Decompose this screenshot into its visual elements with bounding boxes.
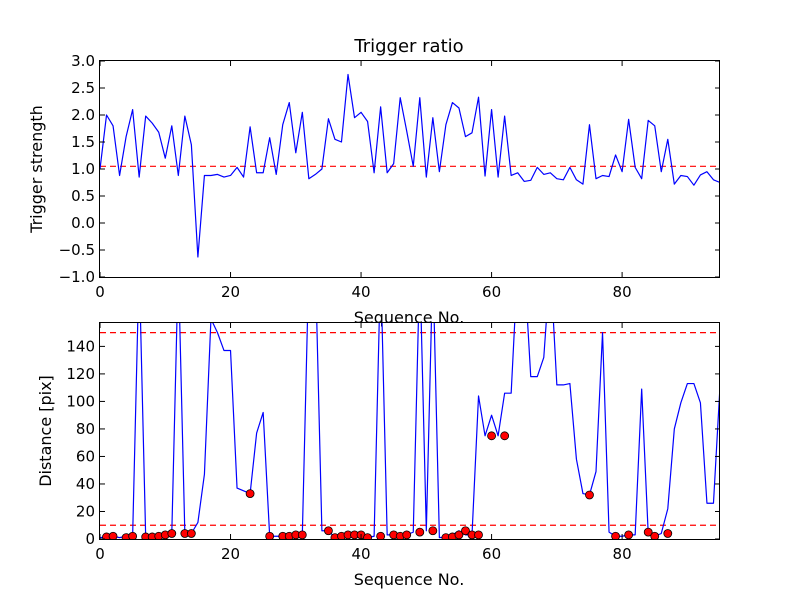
- plot-data: [100, 323, 720, 539]
- y-tick-label: 1.0: [71, 160, 95, 178]
- x-axis-ticks: 0 20 40 60 80: [95, 323, 632, 563]
- data-point-marker: [363, 533, 372, 539]
- plot-data: [100, 73, 720, 258]
- data-point-marker: [585, 490, 594, 500]
- plot-frame: [99, 322, 720, 540]
- data-point-marker: [128, 531, 138, 539]
- data-point-marker: [611, 531, 620, 539]
- y-tick-label: 3.0: [71, 52, 95, 70]
- data-point-marker: [428, 526, 438, 536]
- y-tick-label: 20: [76, 502, 95, 520]
- x-tick-label: 80: [613, 283, 632, 301]
- y-tick-label: −0.5: [59, 241, 95, 259]
- x-tick-label: 80: [613, 545, 632, 563]
- y-tick-label: 1.5: [71, 133, 95, 151]
- data-point-marker: [167, 529, 177, 538]
- data-point-marker: [415, 527, 425, 537]
- data-point-marker: [461, 526, 470, 536]
- x-tick-label: 40: [352, 283, 371, 301]
- trigger-ratio-plot: Trigger ratio −1.0 −0.5 0.0 0.5 1.0 1.5 2.0 2.5…: [27, 36, 720, 327]
- data-point-marker: [297, 530, 307, 539]
- x-tick-label: 20: [221, 545, 240, 563]
- chart-title: Trigger ratio: [353, 36, 463, 57]
- data-point-marker: [624, 530, 634, 539]
- y-tick-label: 140: [66, 337, 95, 355]
- y-tick-label: 2.5: [71, 79, 95, 97]
- data-point-marker: [487, 431, 496, 441]
- data-point-marker: [402, 530, 412, 539]
- y-tick-label: 100: [66, 392, 95, 410]
- y-tick-label: 120: [66, 365, 95, 383]
- x-axis-ticks: 0 20 40 60 80: [95, 61, 632, 301]
- data-point-marker: [650, 531, 660, 539]
- data-point-marker: [500, 431, 510, 441]
- data-point-marker: [108, 531, 118, 539]
- series-line: [100, 73, 720, 258]
- series-line: [100, 323, 720, 539]
- y-tick-label: −1.0: [59, 268, 95, 286]
- data-point-marker: [265, 531, 275, 539]
- y-tick-label: 60: [76, 447, 95, 465]
- data-point-marker: [663, 529, 673, 538]
- y-tick-label: 40: [76, 475, 95, 493]
- y-tick-label: 2.0: [71, 106, 95, 124]
- x-tick-label: 0: [95, 545, 105, 563]
- y-tick-label: 80: [76, 420, 95, 438]
- data-point-marker: [376, 531, 386, 539]
- x-tick-label: 60: [482, 545, 501, 563]
- y-axis-ticks: −1.0 −0.5 0.0 0.5 1.0 1.5 2.0 2.5 3.0: [59, 52, 720, 286]
- x-axis-label: Sequence No.: [354, 570, 465, 589]
- x-tick-label: 60: [482, 283, 501, 301]
- y-axis-ticks: 0 20 40 60 80 100 120 140: [66, 337, 720, 548]
- data-point-marker: [245, 489, 255, 498]
- data-point-marker: [474, 530, 483, 539]
- y-tick-label: 0.0: [71, 214, 95, 232]
- y-axis-label: Distance [pix]: [36, 375, 55, 487]
- y-tick-label: 0.5: [71, 187, 95, 205]
- y-tick-label: 0: [85, 530, 95, 548]
- data-point-marker: [454, 530, 464, 539]
- x-tick-label: 0: [95, 283, 105, 301]
- x-tick-label: 20: [221, 283, 240, 301]
- data-point-marker: [186, 529, 196, 538]
- x-axis-label: Sequence No.: [354, 308, 465, 327]
- distance-plot: 0 20 40 60 80 100 120 140 0 20 40 60 80 Distance [p…: [36, 322, 720, 589]
- data-point-marker: [643, 527, 653, 537]
- data-point-marker: [324, 526, 333, 536]
- y-axis-label: Trigger strength: [27, 105, 46, 234]
- x-tick-label: 40: [352, 545, 371, 563]
